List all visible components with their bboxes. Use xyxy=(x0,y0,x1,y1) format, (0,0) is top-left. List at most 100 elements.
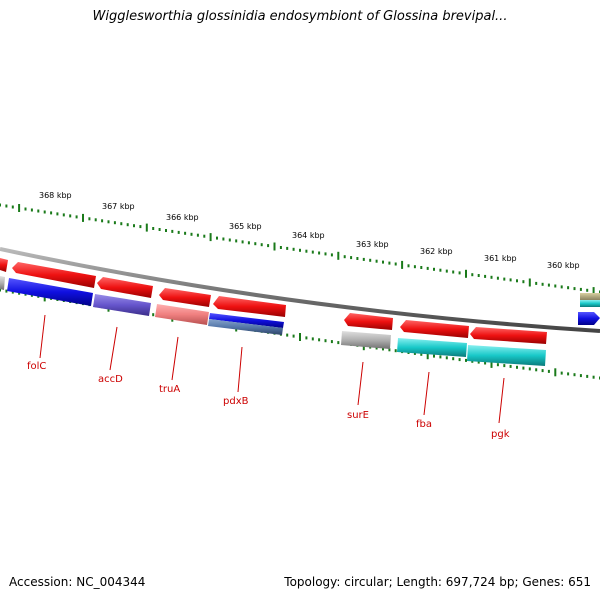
feature-bar-accD[interactable] xyxy=(93,294,151,316)
lower-ruler-minor-tick xyxy=(439,355,442,359)
lower-ruler-minor-tick xyxy=(433,354,435,358)
scale-label-366: 366 kbp xyxy=(166,213,199,222)
upper-ruler-major-tick xyxy=(401,260,404,269)
upper-ruler-major-tick xyxy=(592,287,595,296)
feature-bar-truA[interactable] xyxy=(155,304,209,325)
genome-backbone xyxy=(0,247,600,333)
upper-ruler-major-tick xyxy=(337,251,340,260)
lower-ruler-major-tick xyxy=(426,351,429,360)
upper-ruler-minor-tick xyxy=(113,221,116,225)
upper-ruler-minor-tick xyxy=(203,234,206,238)
leader-accD xyxy=(109,326,118,371)
lower-ruler-minor-tick xyxy=(592,375,595,379)
upper-ruler-minor-tick xyxy=(490,275,493,279)
upper-ruler-minor-tick xyxy=(126,223,129,227)
upper-ruler-minor-tick xyxy=(433,267,435,271)
gene-label-folC[interactable]: folC xyxy=(27,361,46,372)
upper-ruler-minor-tick xyxy=(579,287,582,291)
feature-arrow-right-blue[interactable] xyxy=(578,312,600,325)
lower-ruler-minor-tick xyxy=(5,289,8,293)
gene-label-surE[interactable]: surE xyxy=(347,410,369,421)
feature-bars xyxy=(0,276,600,366)
upper-ruler-minor-tick xyxy=(247,241,250,245)
gene-label-accD[interactable]: accD xyxy=(98,374,123,385)
upper-ruler-minor-tick xyxy=(458,271,461,275)
gene-arrow-accD[interactable] xyxy=(97,277,153,298)
feature-bar-partial-gray[interactable] xyxy=(0,276,5,290)
upper-ruler-minor-tick xyxy=(56,212,59,216)
upper-ruler-minor-tick xyxy=(554,284,557,288)
upper-ruler-minor-tick xyxy=(260,243,263,247)
upper-ruler-minor-tick xyxy=(75,215,78,219)
lower-ruler-minor-tick xyxy=(567,372,570,376)
upper-ruler-minor-tick xyxy=(330,253,333,257)
upper-ruler-minor-tick xyxy=(324,252,327,256)
feature-bar-folC[interactable] xyxy=(7,278,93,306)
gene-label-fba[interactable]: fba xyxy=(416,419,432,430)
scale-label-364: 364 kbp xyxy=(292,231,325,240)
lower-ruler-minor-tick xyxy=(152,313,155,317)
lower-ruler-minor-tick xyxy=(413,351,416,355)
upper-ruler-minor-tick xyxy=(452,270,455,274)
lower-ruler-minor-tick xyxy=(305,336,308,340)
upper-ruler-minor-tick xyxy=(369,258,372,262)
lower-ruler-minor-tick xyxy=(528,367,531,371)
feature-bar-surE[interactable] xyxy=(341,331,391,349)
upper-ruler-minor-tick xyxy=(535,281,538,285)
gene-label-pdxB[interactable]: pdxB xyxy=(223,396,249,407)
upper-ruler-minor-tick xyxy=(254,242,257,246)
upper-ruler-minor-tick xyxy=(362,257,365,261)
upper-ruler-minor-tick xyxy=(228,238,231,242)
scale-label-361: 361 kbp xyxy=(484,254,517,263)
feature-bar-right-cyan[interactable] xyxy=(580,300,600,307)
gene-arrow-truA[interactable] xyxy=(159,288,211,307)
lower-ruler-minor-tick xyxy=(547,369,550,373)
upper-ruler-minor-tick xyxy=(184,231,187,235)
feature-bar-pdxB-blue[interactable] xyxy=(209,313,284,328)
feature-bar-fba[interactable] xyxy=(397,338,467,357)
lower-ruler-minor-tick xyxy=(420,352,423,356)
upper-ruler-minor-tick xyxy=(567,286,570,290)
upper-ruler-major-tick xyxy=(528,278,531,287)
upper-ruler-minor-tick xyxy=(586,288,589,292)
feature-bar-pdxB-steel[interactable] xyxy=(208,319,283,335)
leader-pgk xyxy=(498,377,505,424)
lower-ruler-major-tick xyxy=(299,333,301,341)
lower-ruler-minor-tick xyxy=(522,366,525,370)
lower-ruler-minor-tick xyxy=(484,361,487,365)
upper-ruler-minor-tick xyxy=(356,257,359,260)
upper-ruler-minor-tick xyxy=(445,269,448,273)
accession-text: Accession: NC_004344 xyxy=(9,575,146,589)
upper-ruler-minor-tick xyxy=(292,247,295,251)
feature-bar-right-tan[interactable] xyxy=(580,293,600,300)
upper-ruler-minor-tick xyxy=(50,211,53,215)
lower-ruler-minor-tick xyxy=(560,371,563,375)
gene-arrow-folC[interactable] xyxy=(12,262,96,288)
upper-ruler-minor-tick xyxy=(496,276,499,280)
gene-arrow-fba[interactable] xyxy=(400,320,469,338)
upper-ruler-minor-tick xyxy=(139,225,142,229)
upper-ruler-minor-tick xyxy=(190,232,193,236)
upper-ruler-major-tick xyxy=(145,223,148,232)
feature-bar-pgk[interactable] xyxy=(467,345,546,366)
upper-ruler-minor-tick xyxy=(413,265,416,269)
upper-ruler-minor-tick xyxy=(0,203,1,207)
lower-ruler-minor-tick xyxy=(311,337,314,341)
gene-label-pgk[interactable]: pgk xyxy=(491,429,510,440)
lower-ruler-minor-tick xyxy=(445,356,448,360)
upper-ruler-minor-tick xyxy=(516,279,518,283)
upper-ruler-minor-tick xyxy=(388,261,391,265)
scale-labels: 368 kbp 367 kbp 366 kbp 365 kbp 364 kbp … xyxy=(39,191,580,270)
lower-ruler-minor-tick xyxy=(496,363,499,367)
lower-ruler-minor-tick xyxy=(388,348,391,352)
gene-arrow-surE[interactable] xyxy=(344,313,393,330)
upper-ruler-minor-tick xyxy=(120,222,123,226)
gene-label-truA[interactable]: truA xyxy=(159,384,180,395)
upper-ruler-major-tick xyxy=(273,242,276,251)
gene-arrow-pgk[interactable] xyxy=(470,327,547,344)
gene-arrow-partial-left[interactable] xyxy=(0,258,8,272)
upper-ruler-minor-tick xyxy=(426,266,429,270)
lower-ruler-minor-tick xyxy=(18,291,21,295)
gene-arrow-pdxB[interactable] xyxy=(213,296,286,317)
